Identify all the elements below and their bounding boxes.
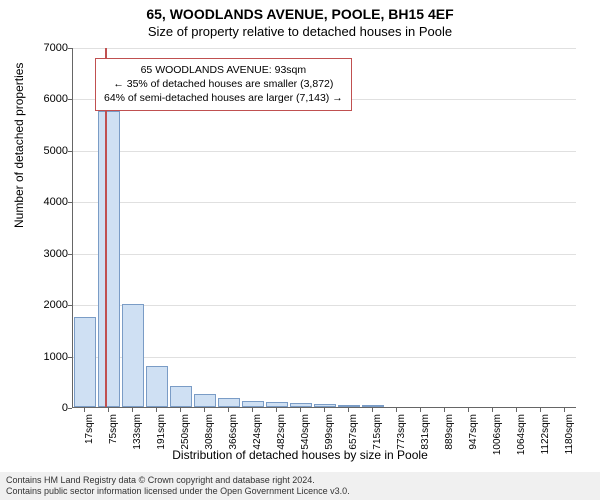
histogram-bar [170,386,193,407]
y-tick-mark [68,151,72,152]
histogram-bar [242,401,265,407]
y-tick-mark [68,357,72,358]
x-tick-mark [300,408,301,412]
x-tick-mark [444,408,445,412]
histogram-bar [146,366,169,407]
x-tick-mark [540,408,541,412]
x-tick-label: 831sqm [420,414,431,464]
x-tick-label: 191sqm [156,414,167,464]
grid-line [73,151,576,152]
y-tick-label: 7000 [28,42,68,54]
footer-line-2: Contains public sector information licen… [6,486,594,497]
grid-line [73,48,576,49]
annotation-line: 64% of semi-detached houses are larger (… [104,91,343,105]
annotation-line: 65 WOODLANDS AVENUE: 93sqm [104,63,343,77]
x-tick-mark [204,408,205,412]
y-tick-label: 5000 [28,145,68,157]
x-tick-mark [420,408,421,412]
footer-attribution: Contains HM Land Registry data © Crown c… [0,472,600,500]
page-subtitle: Size of property relative to detached ho… [0,22,600,39]
x-tick-label: 657sqm [348,414,359,464]
y-tick-label: 1000 [28,351,68,363]
x-tick-label: 366sqm [228,414,239,464]
y-tick-mark [68,254,72,255]
x-tick-mark [132,408,133,412]
x-tick-label: 599sqm [324,414,335,464]
x-tick-label: 1122sqm [540,414,551,464]
x-tick-mark [564,408,565,412]
x-tick-label: 424sqm [252,414,263,464]
x-tick-mark [84,408,85,412]
x-tick-mark [396,408,397,412]
x-tick-label: 17sqm [84,414,95,464]
y-tick-label: 3000 [28,248,68,260]
x-tick-label: 540sqm [300,414,311,464]
x-tick-mark [252,408,253,412]
y-tick-label: 0 [28,402,68,414]
y-tick-mark [68,48,72,49]
y-tick-label: 4000 [28,196,68,208]
x-tick-label: 133sqm [132,414,143,464]
x-tick-mark [348,408,349,412]
x-tick-mark [108,408,109,412]
histogram-bar [362,405,385,407]
grid-line [73,305,576,306]
y-tick-mark [68,408,72,409]
x-tick-label: 482sqm [276,414,287,464]
x-tick-label: 1064sqm [516,414,527,464]
annotation-line: ← 35% of detached houses are smaller (3,… [104,77,343,91]
footer-line-1: Contains HM Land Registry data © Crown c… [6,475,594,486]
histogram-bar [98,111,121,407]
x-tick-label: 715sqm [372,414,383,464]
annotation-box: 65 WOODLANDS AVENUE: 93sqm← 35% of detac… [95,58,352,111]
y-tick-mark [68,99,72,100]
histogram-bar [338,405,361,407]
x-tick-mark [156,408,157,412]
grid-line [73,254,576,255]
histogram-bar [74,317,97,407]
y-tick-mark [68,305,72,306]
y-tick-label: 2000 [28,299,68,311]
x-tick-mark [324,408,325,412]
y-tick-label: 6000 [28,93,68,105]
x-tick-label: 250sqm [180,414,191,464]
x-tick-label: 1180sqm [564,414,575,464]
x-tick-label: 773sqm [396,414,407,464]
x-tick-label: 1006sqm [492,414,503,464]
histogram-bar [218,398,241,407]
x-tick-mark [372,408,373,412]
histogram-bar [266,402,289,407]
x-tick-label: 889sqm [444,414,455,464]
x-tick-label: 308sqm [204,414,215,464]
page-title: 65, WOODLANDS AVENUE, POOLE, BH15 4EF [0,0,600,22]
grid-line [73,357,576,358]
x-tick-mark [468,408,469,412]
x-tick-mark [492,408,493,412]
y-tick-mark [68,202,72,203]
grid-line [73,202,576,203]
x-tick-label: 75sqm [108,414,119,464]
histogram-bar [314,404,337,407]
x-tick-mark [276,408,277,412]
y-axis-label: Number of detached properties [12,63,26,228]
x-tick-mark [516,408,517,412]
histogram-bar [290,403,313,407]
x-tick-mark [180,408,181,412]
x-tick-mark [228,408,229,412]
x-tick-label: 947sqm [468,414,479,464]
histogram-bar [122,304,145,407]
histogram-bar [194,394,217,407]
